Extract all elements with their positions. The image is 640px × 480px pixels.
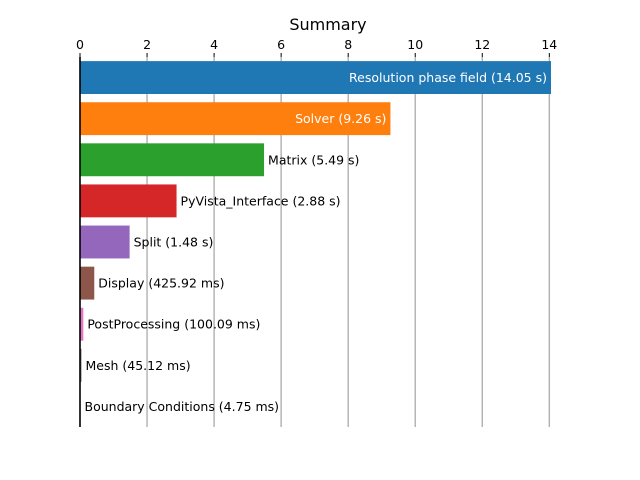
- bar-0: [80, 61, 551, 94]
- bar-label-5: Display (425.92 ms): [98, 276, 224, 291]
- x-tick-label-6: 12: [474, 37, 490, 52]
- bar-labels: Resolution phase field (14.05 s) Solver (…: [85, 70, 548, 414]
- x-tick-label-3: 6: [277, 37, 285, 52]
- bar-label-6: PostProcessing (100.09 ms): [87, 317, 260, 332]
- x-tick-label-0: 0: [76, 37, 84, 52]
- x-tick-label-5: 10: [407, 37, 423, 52]
- chart-title: Summary: [289, 15, 366, 34]
- bar-label-4: Split (1.48 s): [134, 235, 214, 250]
- bar-label-1: Solver (9.26 s): [295, 111, 386, 126]
- x-tick-label-4: 8: [344, 37, 352, 52]
- bars: [80, 61, 551, 423]
- bar-label-7: Mesh (45.12 ms): [86, 358, 191, 373]
- x-tick-label-7: 14: [541, 37, 557, 52]
- x-axis: 0 2 4 6 8 10 12 14: [76, 37, 557, 57]
- bar-4: [80, 225, 130, 259]
- bar-2: [80, 143, 265, 177]
- bar-3: [80, 184, 177, 218]
- bar-1: [80, 102, 391, 136]
- bar-label-2: Matrix (5.49 s): [268, 152, 359, 167]
- bar-6: [80, 307, 84, 341]
- bar-label-8: Boundary Conditions (4.75 ms): [85, 399, 280, 414]
- bar-label-3: PyVista_Interface (2.88 s): [181, 193, 341, 208]
- x-tick-label-2: 4: [210, 37, 218, 52]
- x-tick-label-1: 2: [143, 37, 151, 52]
- bar-5: [80, 266, 95, 300]
- bar-label-0: Resolution phase field (14.05 s): [349, 70, 547, 85]
